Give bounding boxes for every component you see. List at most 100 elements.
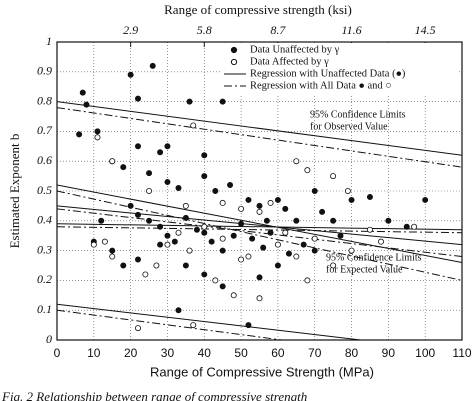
point (219, 283, 226, 290)
point (190, 322, 197, 329)
point (94, 134, 101, 141)
point (249, 235, 256, 242)
point (282, 205, 289, 212)
point (267, 199, 274, 206)
point (212, 277, 219, 284)
y-tick-label: 0.3 (37, 242, 52, 256)
annotation: for Expected Value (326, 264, 403, 275)
annotation: 95% Confidence Limits (310, 109, 406, 120)
point (256, 295, 263, 302)
y-tick-label: 0 (46, 332, 52, 346)
point (238, 205, 245, 212)
point (157, 223, 164, 230)
point (422, 196, 429, 203)
top-tick-label: 14.5 (415, 23, 436, 37)
x-tick-label: 80 (345, 346, 359, 360)
point (186, 247, 193, 254)
legend-label: Regression with Unaffected Data (●) (250, 68, 406, 79)
x-tick-label: 0 (54, 346, 61, 360)
point (164, 179, 171, 186)
point (98, 217, 105, 224)
line (57, 190, 462, 281)
point (348, 196, 355, 203)
point (146, 217, 153, 224)
point (186, 98, 193, 105)
top-tick-label: 5.8 (197, 23, 212, 37)
point (101, 238, 108, 245)
point (134, 325, 141, 332)
point (219, 199, 226, 206)
point (120, 164, 127, 171)
top-tick-label: 8.7 (270, 23, 286, 37)
point (330, 262, 337, 269)
point (256, 274, 263, 281)
legend-box (222, 43, 458, 95)
point (403, 223, 410, 230)
point (344, 187, 351, 194)
point (142, 271, 149, 278)
point (366, 226, 373, 233)
point (127, 202, 134, 209)
top-tick-label: 2.9 (123, 23, 138, 37)
point (201, 271, 208, 278)
point (304, 277, 311, 284)
point (385, 217, 392, 224)
point (146, 170, 153, 177)
point (127, 71, 134, 78)
y-tick-label: 1 (46, 34, 52, 48)
point (274, 241, 281, 248)
point (201, 223, 208, 230)
point (282, 229, 289, 236)
point (311, 247, 318, 254)
x-tick-label: 10 (87, 346, 101, 360)
point (134, 143, 141, 150)
point (134, 211, 141, 218)
point (76, 131, 83, 138)
point (109, 158, 116, 165)
point (79, 89, 86, 96)
x-tick-label: 40 (198, 346, 212, 360)
line (57, 303, 366, 340)
point (304, 167, 311, 174)
x-tick-label: 30 (161, 346, 175, 360)
x-tick-label: 100 (415, 346, 435, 360)
point (366, 193, 373, 200)
point (245, 322, 252, 329)
point (171, 238, 178, 245)
x-tick-label: 90 (382, 346, 396, 360)
y-tick-label: 0.9 (37, 64, 52, 78)
point (208, 238, 215, 245)
point (146, 187, 153, 194)
point (83, 101, 90, 108)
point (164, 143, 171, 150)
plot-lines (57, 101, 462, 340)
point (263, 217, 270, 224)
point (193, 226, 200, 233)
x-tick-label: 50 (234, 346, 248, 360)
annotation: 95% Confidence Limits (326, 252, 422, 263)
point (274, 262, 281, 269)
point (337, 232, 344, 239)
point (164, 241, 171, 248)
point (182, 214, 189, 221)
point (330, 173, 337, 180)
point (153, 262, 160, 269)
top-tick-label: 11.6 (341, 23, 361, 37)
line (57, 107, 462, 168)
line (57, 205, 462, 246)
line (57, 223, 462, 231)
legend-label: Data Affected by γ (250, 56, 329, 67)
point (201, 173, 208, 180)
annotation: for Observed Value (310, 121, 388, 132)
point (238, 256, 245, 263)
point (157, 241, 164, 248)
y-tick-label: 0.7 (37, 123, 53, 137)
point (134, 95, 141, 102)
point (227, 182, 234, 189)
point (245, 253, 252, 260)
point (377, 238, 384, 245)
y-tick-label: 0.8 (37, 93, 52, 107)
point (182, 202, 189, 209)
line (57, 208, 462, 258)
point (267, 229, 274, 236)
